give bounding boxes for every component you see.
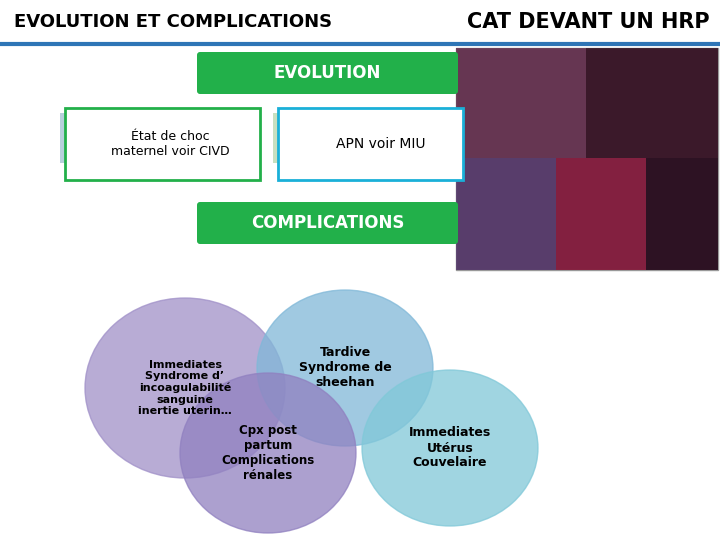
- Text: APN voir MIU: APN voir MIU: [336, 137, 426, 151]
- FancyBboxPatch shape: [556, 158, 646, 270]
- Text: Tardive
Syndrome de
sheehan: Tardive Syndrome de sheehan: [299, 347, 392, 389]
- FancyBboxPatch shape: [456, 48, 718, 270]
- FancyBboxPatch shape: [646, 158, 718, 270]
- Text: CAT DEVANT UN HRP: CAT DEVANT UN HRP: [467, 12, 710, 32]
- Ellipse shape: [85, 298, 285, 478]
- Text: Cpx post
partum
Complications
rénales: Cpx post partum Complications rénales: [221, 424, 315, 482]
- FancyBboxPatch shape: [456, 48, 586, 158]
- FancyBboxPatch shape: [456, 158, 556, 270]
- Text: État de choc
maternel voir CIVD: État de choc maternel voir CIVD: [111, 130, 230, 158]
- FancyBboxPatch shape: [197, 202, 458, 244]
- FancyBboxPatch shape: [273, 113, 301, 163]
- FancyBboxPatch shape: [65, 108, 260, 180]
- Text: EVOLUTION: EVOLUTION: [274, 64, 381, 82]
- FancyBboxPatch shape: [60, 113, 88, 163]
- FancyBboxPatch shape: [586, 48, 718, 158]
- Text: Immediates
Utérus
Couvelaire: Immediates Utérus Couvelaire: [409, 427, 491, 469]
- Ellipse shape: [257, 290, 433, 446]
- Text: Immediates
Syndrome d’
incoagulabilité
sanguine
inertie uterin…: Immediates Syndrome d’ incoagulabilité s…: [138, 360, 232, 416]
- FancyBboxPatch shape: [278, 108, 463, 180]
- Text: EVOLUTION ET COMPLICATIONS: EVOLUTION ET COMPLICATIONS: [14, 13, 332, 31]
- Text: COMPLICATIONS: COMPLICATIONS: [251, 214, 404, 232]
- FancyBboxPatch shape: [197, 52, 458, 94]
- Ellipse shape: [362, 370, 538, 526]
- Ellipse shape: [180, 373, 356, 533]
